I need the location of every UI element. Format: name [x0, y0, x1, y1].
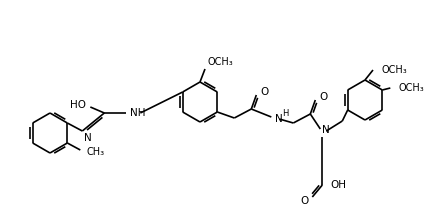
- Text: OCH₃: OCH₃: [208, 57, 234, 67]
- Text: HO: HO: [70, 100, 86, 110]
- Text: OH: OH: [330, 180, 346, 190]
- Text: O: O: [260, 87, 269, 97]
- Text: CH₃: CH₃: [86, 147, 105, 157]
- Text: N: N: [275, 114, 283, 124]
- Text: OCH₃: OCH₃: [381, 65, 407, 75]
- Text: OCH₃: OCH₃: [398, 83, 424, 93]
- Text: H: H: [283, 108, 289, 117]
- Text: O: O: [300, 196, 308, 206]
- Text: NH: NH: [130, 108, 146, 118]
- Text: N: N: [84, 133, 92, 143]
- Text: O: O: [319, 92, 328, 102]
- Text: N: N: [322, 125, 330, 135]
